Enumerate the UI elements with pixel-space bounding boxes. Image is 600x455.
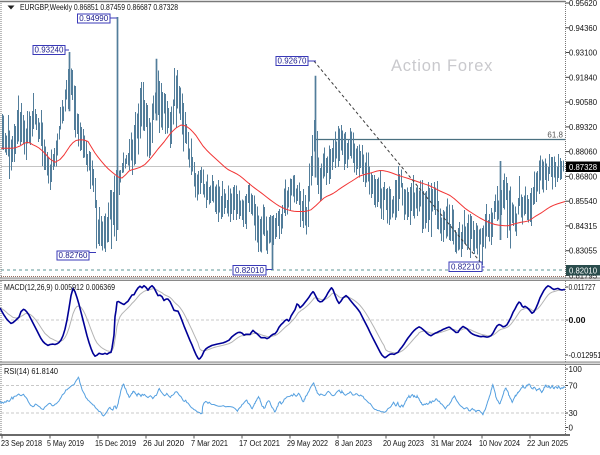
svg-text:0.84315: 0.84315 bbox=[569, 222, 598, 231]
svg-text:0.91840: 0.91840 bbox=[569, 73, 598, 82]
svg-text:0.011727: 0.011727 bbox=[569, 283, 596, 292]
svg-text:0.82010: 0.82010 bbox=[235, 266, 264, 275]
svg-text:0.92670: 0.92670 bbox=[278, 57, 307, 66]
svg-text:EURGBP,Weekly 0.86851 0.87459: EURGBP,Weekly 0.86851 0.87459 0.86687 0.… bbox=[20, 3, 178, 12]
svg-text:20 Aug 2023: 20 Aug 2023 bbox=[383, 439, 424, 448]
svg-text:MACD(12,26,9) 0.005912 0.00636: MACD(12,26,9) 0.005912 0.006369 bbox=[4, 283, 115, 292]
svg-text:0.82210: 0.82210 bbox=[451, 263, 480, 272]
svg-text:0.87328: 0.87328 bbox=[569, 163, 598, 172]
svg-text:17 Oct 2021: 17 Oct 2021 bbox=[239, 439, 280, 448]
svg-text:0.00: 0.00 bbox=[569, 316, 587, 325]
svg-text:0.85540: 0.85540 bbox=[569, 197, 598, 206]
svg-text:61.8: 61.8 bbox=[547, 131, 563, 140]
svg-text:15 Dec 2019: 15 Dec 2019 bbox=[95, 439, 136, 448]
svg-text:0.82760: 0.82760 bbox=[59, 251, 88, 260]
svg-text:8 Jan 2023: 8 Jan 2023 bbox=[335, 439, 372, 448]
svg-text:7 Mar 2021: 7 Mar 2021 bbox=[191, 439, 228, 448]
svg-text:0.95620: 0.95620 bbox=[569, 0, 598, 8]
svg-text:0.94990: 0.94990 bbox=[79, 14, 108, 23]
svg-text:100: 100 bbox=[569, 365, 583, 374]
svg-text:0.89320: 0.89320 bbox=[569, 123, 598, 132]
svg-text:30: 30 bbox=[569, 409, 578, 418]
svg-text:31 Mar 2024: 31 Mar 2024 bbox=[431, 439, 473, 448]
svg-text:0.83055: 0.83055 bbox=[569, 247, 598, 256]
svg-text:Action Forex: Action Forex bbox=[391, 57, 493, 75]
svg-text:0.93240: 0.93240 bbox=[35, 46, 64, 55]
svg-text:0.86800: 0.86800 bbox=[569, 172, 598, 181]
svg-text:0.88060: 0.88060 bbox=[569, 148, 598, 157]
svg-text:5 May 2019: 5 May 2019 bbox=[47, 439, 84, 448]
svg-text:0.90580: 0.90580 bbox=[569, 98, 598, 107]
svg-text:0.82010: 0.82010 bbox=[569, 267, 598, 276]
svg-text:23 Sep 2018: 23 Sep 2018 bbox=[1, 439, 42, 448]
svg-text:26 Jul 2020: 26 Jul 2020 bbox=[143, 439, 185, 448]
svg-text:10 Nov 2024: 10 Nov 2024 bbox=[479, 439, 521, 448]
svg-text:RSI(14) 61.8140: RSI(14) 61.8140 bbox=[4, 367, 59, 376]
svg-text:70: 70 bbox=[569, 382, 578, 391]
svg-text:22 Jun 2025: 22 Jun 2025 bbox=[527, 439, 569, 448]
svg-text:29 May 2022: 29 May 2022 bbox=[287, 439, 328, 448]
svg-text:0.94360: 0.94360 bbox=[569, 24, 598, 33]
svg-text:0.93100: 0.93100 bbox=[569, 49, 598, 58]
svg-text:-0.012951: -0.012951 bbox=[569, 351, 600, 360]
svg-text:0: 0 bbox=[569, 424, 574, 433]
